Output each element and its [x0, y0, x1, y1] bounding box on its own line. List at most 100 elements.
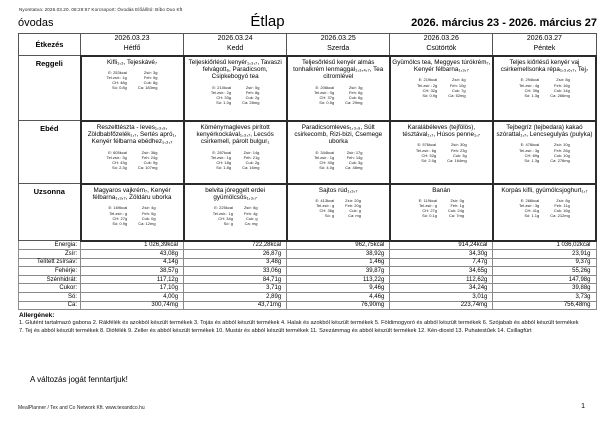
- dish-name: Paradicsomleves₁,₃,₉, Sült csirkecomb, R…: [294, 123, 383, 146]
- nutrition-block: E: 344kcal Tel.zsír.: 1g CH: 40g Só: 4.0…: [289, 150, 388, 171]
- summary-value: 4,46g: [286, 292, 391, 302]
- nutrition-right: Zsír: 3g Feh: 9g Cuk: 8g Ca: 183mg: [137, 69, 158, 91]
- menu-cell: Korpás kifli, gyümölcsjoghurt₁,₇ E: 266k…: [491, 182, 598, 242]
- breakfast-row: Reggeli Kifli₁,₃, Tejeskávé₇ E: 253kcal …: [18, 54, 598, 122]
- summary-value: 7,47g: [389, 257, 494, 268]
- summary-value: 17,10g: [79, 283, 185, 294]
- summary-label: Só:: [18, 292, 81, 302]
- summary-value: 39,87g: [286, 266, 391, 276]
- menu-cell: Paradicsomleves₁,₃,₉, Sült csirkecomb, R…: [285, 119, 391, 185]
- meal-column-header: Étkezés: [18, 33, 81, 56]
- menu-cell: Banán E: 119kcal Tel.zsír.: g CH: 27g Só…: [388, 182, 494, 242]
- snack-row: Uzsonna Magyaros vajkrém₇, Kenyér félbar…: [18, 182, 598, 242]
- dish-name: Banán: [432, 186, 451, 194]
- disclaimer: A változás jogát fenntartjuk!: [30, 375, 128, 384]
- nutrition-right: Zsír: 10g Feh: 26g Cuk: 10g Ca: 278mg: [550, 142, 570, 163]
- summary-value: 113,22g: [286, 274, 391, 285]
- nutrition-right: Zsír: 8g Feh: 16g Cuk: 14g Ca: 266mg: [550, 77, 570, 98]
- menu-cell: Teljeskiőrlésű kenyér₁,₃,₇, Tavaszi felv…: [182, 54, 288, 122]
- menu-cell: Reszelttészta - leves₁,₃,₉, Zöldbabfőzel…: [79, 119, 185, 185]
- nutrition-left: E: 219kcal Tel.zsír.: 2g CH: 32g Só: 0.9…: [417, 77, 438, 98]
- summary-row-calcium: Ca: 300,74mg 43,71mg 76,90mg 223,74mg 756,48m…: [18, 300, 597, 311]
- nutrition-left: E: 119kcal Tel.zsír.: g CH: 27g Só: 0.1g: [418, 197, 438, 219]
- summary-value: 38,92g: [286, 249, 391, 259]
- nutrition-right: Zsír: 36g Feh: 24g Cuk: 9g Ca: 107mg: [137, 149, 158, 171]
- nutrition-block: E: 253kcal Tel.zsír.: 1g CH: 48g Só: 0.8…: [83, 70, 182, 91]
- meal-label-snack: Uzsonna: [18, 183, 81, 241]
- summary-value: 34,65g: [389, 266, 494, 276]
- menu-cell: belvita jóreggelt erdei gyümölcsös₁,₃,₇ …: [182, 182, 288, 242]
- nutrition-block: E: 119kcal Tel.zsír.: g CH: 27g Só: 0.1g…: [392, 198, 491, 219]
- summary-value: 38,57g: [79, 266, 185, 276]
- summary-value: 43,71mg: [183, 300, 288, 311]
- nutrition-left: E: 294kcal Tel.zsír.: 4g CH: 39g Só: 1.3…: [519, 77, 540, 98]
- dish-name: Teljes kiőrlésű kenyér vaj csirkemellson…: [500, 58, 589, 73]
- summary-label: Telített zsírsav:: [18, 257, 81, 268]
- dish-name: Gyümölcs tea, Meggyes túrókrém₇, Kenyér …: [392, 58, 491, 73]
- nutrition-left: E: 266kcal Tel.zsír.: 3g CH: 41g Só: 1.1…: [519, 197, 540, 219]
- summary-row-protein: Fehérje: 38,57g 33,06g 39,87g 34,65g 55,26g: [18, 266, 597, 276]
- menu-cell: Teljes kiőrlésű kenyér vaj csirkemellson…: [491, 54, 598, 122]
- summary-value: 4,00g: [79, 292, 185, 302]
- dish-name: Köménymagleves pirított kenyérkockával₁,…: [196, 123, 274, 146]
- summary-value: 23,91g: [492, 249, 597, 259]
- summary-label: Szénhidrát:: [18, 274, 81, 285]
- dish-name: Kifli₁,₃, Tejeskávé₇: [106, 58, 158, 66]
- print-info: Nyomtatva: 2026.03.20. 08:29:57 Korcsopo…: [19, 7, 183, 12]
- nutrition-block: E: 169kcal Tel.zsír.: g CH: 27g Só: 0.9g…: [83, 205, 182, 226]
- meal-label-lunch: Ebéd: [18, 120, 81, 184]
- nutrition-left: E: 344kcal Tel.zsír.: 1g CH: 40g Só: 4.0…: [313, 149, 335, 171]
- summary-value: 756,48mg: [492, 300, 597, 311]
- summary-row-saturated-fat: Telített zsírsav: 4,14g 3,48g 1,46g 7,47g 9,3…: [18, 257, 597, 268]
- menu-cell: Tejbegríz (tejbedara) kakaó szórattal₁,₇…: [491, 119, 598, 185]
- dish-name: Magyaros vajkrém₇, Kenyér félbarna₁,₃,₇,…: [92, 186, 172, 201]
- summary-label: Energia:: [18, 239, 81, 251]
- summary-value: 962,75kcal: [286, 239, 391, 251]
- lunch-row: Ebéd Reszelttészta - leves₁,₃,₉, Zöldbab…: [18, 119, 598, 185]
- nutrition-block: E: 476kcal Tel.zsír.: 3g CH: 69g Só: 1.3…: [495, 142, 594, 163]
- menu-table: Étkezés 2026.03.23 Hétfő 2026.03.24 Kedd…: [18, 33, 598, 311]
- dish-name: belvita jóreggelt erdei gyümölcsös₁,₃,₇: [205, 186, 266, 201]
- summary-value: 300,74mg: [79, 300, 185, 311]
- summary-value: 39,88g: [492, 283, 597, 294]
- nutrition-left: E: 253kcal Tel.zsír.: 1g CH: 48g Só: 0.8…: [106, 69, 127, 91]
- nutrition-left: E: 287kcal Tel.zsír.: 1g CH: 18g Só: 1.8…: [210, 149, 232, 171]
- nutrition-left: E: 576kcal Tel.zsír.: 6g CH: 52g Só: 2.0…: [415, 142, 437, 163]
- summary-value: 722,28kcal: [183, 239, 288, 251]
- nutrition-block: E: 576kcal Tel.zsír.: 6g CH: 52g Só: 2.0…: [392, 142, 491, 163]
- allergens-section: Allergének: 1. Glutént tartalmazó gabona…: [19, 312, 581, 336]
- summary-value: 34,30g: [389, 249, 494, 259]
- summary-value: 3,71g: [183, 283, 288, 294]
- summary-value: 3,01g: [389, 292, 494, 302]
- nutrition-block: E: 287kcal Tel.zsír.: 1g CH: 18g Só: 1.8…: [186, 150, 285, 171]
- menu-cell: Gyümölcs tea, Meggyes túrókrém₇, Kenyér …: [388, 54, 494, 122]
- summary-label: Zsír:: [18, 249, 81, 259]
- nutrition-right: Zsír: 3g Feh: 6g Cuk: 6g Ca: 29mg: [345, 84, 363, 106]
- summary-value: 223,74mg: [389, 300, 494, 311]
- nutrition-left: E: 210kcal Tel.zsír.: 2g CH: 33g Só: 1.0…: [210, 84, 232, 106]
- dish-name: Tejbegríz (tejbedara) kakaó szórattal₁,₇…: [496, 123, 593, 138]
- dish-name: Korpás kifli, gyümölcsjoghurt₁,₇: [501, 186, 588, 194]
- document-header: óvodas Étlap 2026. március 23 - 2026. má…: [18, 13, 597, 30]
- meal-label-breakfast: Reggeli: [18, 55, 81, 121]
- nutrition-left: E: 413kcal Tel.zsír.: g CH: 36g Só: g: [315, 197, 335, 219]
- menu-cell: Sajtos rúd₁,₃,₇ E: 413kcal Tel.zsír.: g …: [285, 182, 391, 242]
- menu-cell: Teljesőrlésű kenyér almás tonhalkrém len…: [285, 54, 391, 122]
- summary-row-sugar: Cukor: 17,10g 3,71g 9,46g 34,24g 39,88g: [18, 283, 597, 294]
- nutrition-block: E: 294kcal Tel.zsír.: 4g CH: 39g Só: 1.3…: [495, 77, 594, 98]
- nutrition-block: E: 266kcal Tel.zsír.: 3g CH: 41g Só: 1.1…: [495, 198, 594, 219]
- summary-label: Fehérje:: [18, 266, 81, 276]
- day-header-wednesday: 2026.03.25 Szerda: [286, 33, 391, 56]
- page-title: Étlap: [250, 13, 285, 30]
- nutrition-right: Zsír: 20g Feh: 20g Cuk: g Ca: mg: [345, 197, 361, 219]
- nutrition-right: Zsír: 4g Feh: 5g Cuk: 0g Ca: 12mg: [138, 205, 156, 226]
- summary-value: 117,12g: [79, 274, 185, 285]
- nutrition-block: E: 413kcal Tel.zsír.: g CH: 36g Só: g Zsí…: [289, 198, 388, 219]
- summary-row-salt: Só: 4,00g 2,89g 4,46g 3,01g 3,73g: [18, 292, 597, 302]
- nutrition-right: Zsír: 4g Feh: 10g Cuk: 7g Ca: 52mg: [448, 77, 466, 98]
- allergens-text: 1. Glutént tartalmazó gabona 2. Rákfélék…: [19, 320, 579, 334]
- nutrition-left: E: 206kcal Tel.zsír.: 0g CH: 37g Só: 0.5…: [313, 84, 335, 106]
- summary-value: 914,24kcal: [389, 239, 494, 251]
- summary-value: 1,46g: [286, 257, 391, 268]
- nutrition-block: E: 605kcal Tel.zsír.: 3g CH: 43g Só: 2.3…: [83, 150, 182, 171]
